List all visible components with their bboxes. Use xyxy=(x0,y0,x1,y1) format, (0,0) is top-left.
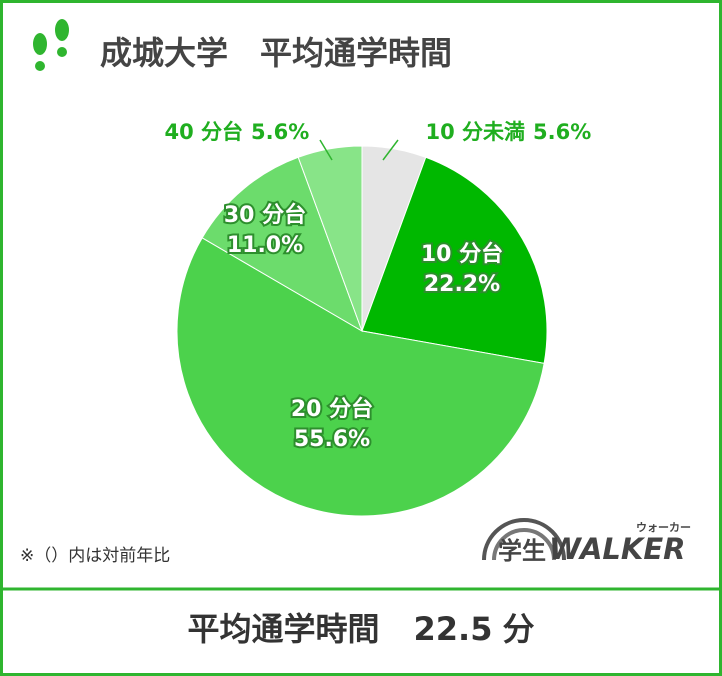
slice-label: 40 分台 xyxy=(164,120,243,144)
pie-slice xyxy=(297,145,363,332)
logo: 学生 WALKER ウォーカー xyxy=(482,518,691,566)
slice-label: 30 分台 xyxy=(224,202,306,228)
value-label: 5.6% xyxy=(533,120,591,144)
logo-reading: ウォーカー xyxy=(636,521,691,534)
pie-slice xyxy=(176,237,545,517)
value-label: 11.0% xyxy=(227,233,303,258)
leader-line xyxy=(382,139,399,161)
value-label: 55.6% xyxy=(294,427,370,452)
pie-slice xyxy=(361,156,548,364)
summary-value: 22.5 xyxy=(414,610,493,648)
slice-label: 10 分台 xyxy=(421,241,503,267)
value-label: 22.2% xyxy=(424,272,500,297)
chart-title: 成城大学 平均通学時間 xyxy=(100,34,452,72)
pie xyxy=(176,145,548,517)
footnote: ※（）内は対前年比 xyxy=(20,546,170,566)
slice-label: 10 分未満 xyxy=(425,120,525,144)
slice-label: 20 分台 xyxy=(291,396,373,422)
summary-unit: 分 xyxy=(502,610,534,648)
summary: 平均通学時間 22.5 分 xyxy=(188,610,535,648)
logo-prefix: 学生 xyxy=(498,537,546,565)
value-label: 5.6% xyxy=(251,120,309,144)
footprint-icon xyxy=(33,19,69,71)
summary-label: 平均通学時間 xyxy=(188,610,380,648)
leader-line xyxy=(319,139,333,161)
pie-slice xyxy=(201,156,363,333)
logo-brand: WALKER xyxy=(549,532,686,566)
